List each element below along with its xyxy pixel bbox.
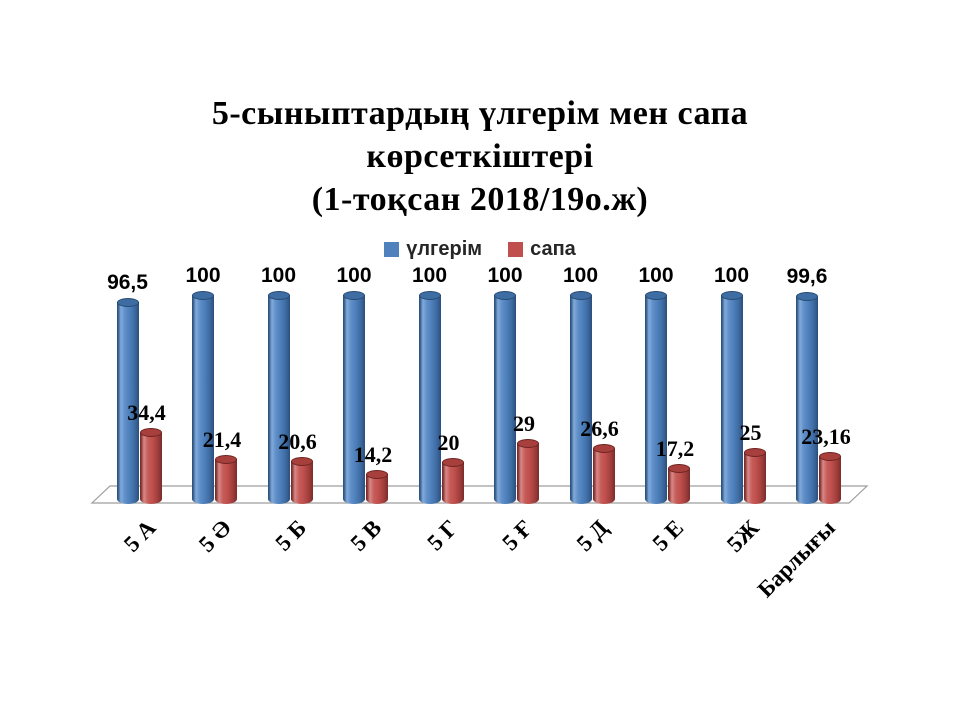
bar-sapa-7	[668, 464, 690, 504]
value-label-sapa-7: 17,2	[655, 436, 695, 462]
chart-title: 5-сыныптардың үлгерім мен сапа көрсеткіш…	[0, 92, 960, 221]
bar-sapa-3	[366, 470, 388, 504]
value-label-sapa-5: 29	[513, 411, 535, 437]
value-label-ulgerim-0: 96,5	[107, 271, 148, 295]
x-label-6: 5 Д	[572, 515, 614, 557]
bar-sapa-3-top-cap	[366, 470, 388, 480]
chart-title-line-3: (1-тоқсан 2018/19о.ж)	[311, 181, 649, 218]
legend-label-ulgerim: үлгерім	[406, 238, 483, 260]
bar-sapa-5	[517, 439, 539, 504]
legend-item-sapa: сапа	[508, 238, 576, 261]
bar-sapa-0-top-cap	[139, 428, 162, 438]
bar-sapa-8-top-cap	[743, 447, 766, 457]
bar-ulgerim-1-top-cap	[192, 291, 214, 300]
value-label-ulgerim-4: 100	[411, 264, 448, 287]
bar-sapa-4-top-cap	[441, 458, 464, 468]
bar-ulgerim-0-top-cap	[116, 298, 139, 308]
bar-sapa-7-top-cap	[668, 464, 690, 474]
value-label-sapa-1: 21,4	[202, 427, 242, 453]
bar-sapa-2-top-cap	[290, 456, 313, 466]
value-label-sapa-8: 25	[739, 419, 762, 445]
value-label-ulgerim-7: 100	[638, 264, 674, 287]
chart-title-line-1: 5-сыныптардың үлгерім мен сапа	[211, 95, 749, 132]
value-label-ulgerim-2: 100	[260, 264, 297, 287]
bar-ulgerim-4-top-cap	[418, 291, 441, 300]
bar-ulgerim-8	[720, 291, 743, 504]
bar-sapa-5-top-cap	[517, 439, 539, 449]
bar-ulgerim-2-top-cap	[267, 291, 290, 300]
bar-ulgerim-7-top-cap	[645, 291, 667, 300]
x-label-4: 5 Г	[421, 515, 463, 556]
value-label-ulgerim-9: 99,6	[786, 264, 828, 288]
value-label-sapa-4: 20	[437, 430, 460, 456]
bar-sapa-9	[819, 451, 841, 504]
x-label-1: 5 Ә	[193, 515, 236, 557]
x-label-7: 5 Е	[647, 515, 689, 556]
bar-ulgerim-7	[645, 291, 667, 504]
chart-title-line-2: көрсеткіштері	[366, 138, 594, 175]
value-label-ulgerim-6: 100	[562, 264, 599, 287]
bar-ulgerim-5	[494, 291, 516, 504]
bar-ulgerim-0	[116, 298, 139, 504]
bar-ulgerim-9	[796, 291, 818, 504]
x-label-3: 5 В	[345, 515, 387, 556]
legend-label-sapa: сапа	[530, 238, 576, 260]
bar-sapa-0	[139, 428, 162, 504]
x-label-5: 5 Ғ	[497, 515, 538, 556]
bar-ulgerim-6	[569, 291, 592, 504]
bar-ulgerim-8-top-cap	[720, 291, 743, 300]
value-label-sapa-2: 20,6	[278, 428, 317, 454]
bar-sapa-1-top-cap	[215, 455, 237, 465]
bar-ulgerim-4	[418, 291, 441, 504]
value-label-sapa-3: 14,2	[353, 442, 393, 468]
value-label-sapa-6: 26,6	[580, 416, 619, 442]
x-label-8: 5Ж	[722, 515, 765, 557]
bar-ulgerim-3	[343, 291, 365, 504]
bar-ulgerim-3-top-cap	[343, 291, 365, 300]
x-label-0: 5 А	[118, 515, 161, 557]
bar-sapa-4	[441, 458, 464, 504]
legend-swatch-ulgerim	[384, 242, 400, 257]
value-label-ulgerim-8: 100	[713, 264, 750, 287]
bar-ulgerim-9-top-cap	[796, 291, 818, 301]
value-label-ulgerim-3: 100	[336, 264, 372, 287]
value-label-sapa-0: 34,4	[127, 400, 166, 426]
bar-sapa-8	[743, 447, 766, 504]
bar-sapa-9-top-cap	[819, 451, 841, 461]
value-label-ulgerim-1: 100	[185, 264, 221, 287]
x-label-9: Барлығы	[752, 515, 840, 603]
value-label-sapa-9: 23,16	[801, 423, 851, 449]
x-label-2: 5 Б	[270, 515, 312, 556]
bar-sapa-6	[592, 444, 615, 504]
bar-sapa-1	[215, 455, 237, 504]
chart-legend: үлгерім сапа	[0, 238, 960, 261]
bar-ulgerim-5-top-cap	[494, 291, 516, 300]
bar-ulgerim-6-top-cap	[569, 291, 592, 300]
value-label-ulgerim-5: 100	[487, 264, 523, 287]
legend-swatch-sapa	[508, 242, 524, 257]
bar-ulgerim-2	[267, 291, 290, 504]
bar-sapa-2	[290, 456, 313, 504]
bar-sapa-6-top-cap	[592, 444, 615, 454]
bar-ulgerim-1	[192, 291, 214, 504]
legend-item-ulgerim: үлгерім	[384, 238, 482, 261]
